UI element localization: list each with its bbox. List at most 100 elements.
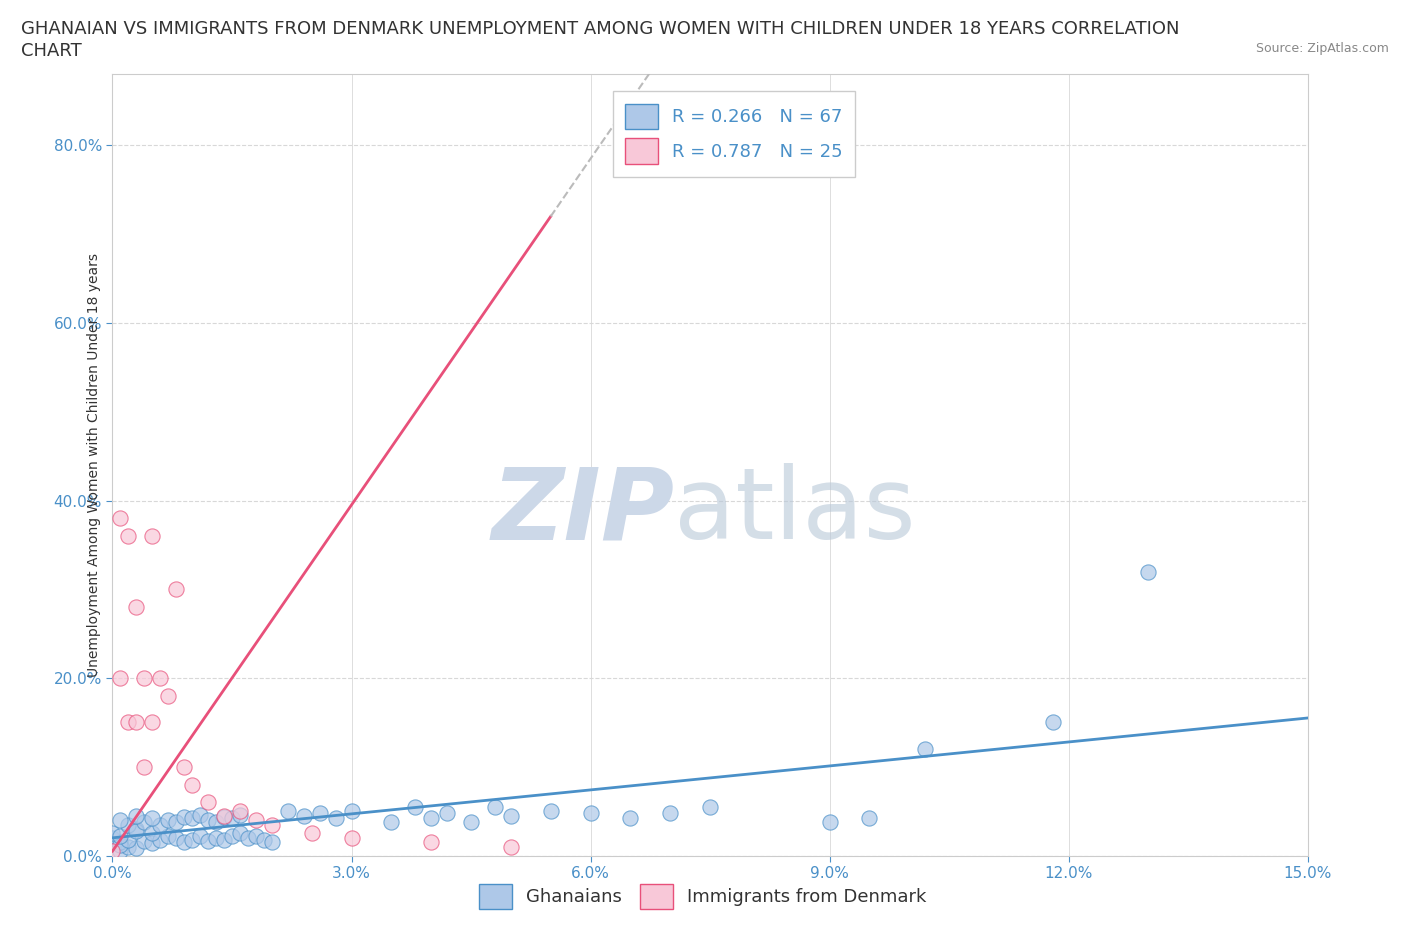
Point xyxy=(181,777,204,792)
Point xyxy=(141,836,163,851)
Point xyxy=(197,834,219,849)
Text: atlas: atlas xyxy=(675,463,915,561)
Point xyxy=(212,809,235,824)
Point xyxy=(117,715,139,730)
Point xyxy=(436,805,458,820)
Point xyxy=(165,582,187,597)
Point xyxy=(134,760,156,775)
Point xyxy=(340,830,363,845)
Text: CHART: CHART xyxy=(21,42,82,60)
Point xyxy=(110,511,132,525)
Point xyxy=(499,808,522,823)
Point xyxy=(181,832,204,847)
Point xyxy=(253,832,276,847)
Point xyxy=(165,830,187,845)
Point xyxy=(188,807,211,822)
Point xyxy=(277,804,299,818)
Point xyxy=(173,835,195,850)
Point xyxy=(110,835,132,850)
Point xyxy=(540,804,562,818)
Point xyxy=(134,671,156,685)
Point xyxy=(205,815,228,830)
Point xyxy=(659,805,682,820)
Point xyxy=(157,829,180,844)
Point xyxy=(308,805,330,820)
Point xyxy=(197,795,219,810)
Point xyxy=(221,829,243,844)
Point xyxy=(110,813,132,828)
Point xyxy=(125,715,148,730)
Point xyxy=(245,813,267,828)
Legend: R = 0.266   N = 67, R = 0.787   N = 25: R = 0.266 N = 67, R = 0.787 N = 25 xyxy=(613,91,855,177)
Point xyxy=(149,817,172,832)
Text: GHANAIAN VS IMMIGRANTS FROM DENMARK UNEMPLOYMENT AMONG WOMEN WITH CHILDREN UNDER: GHANAIAN VS IMMIGRANTS FROM DENMARK UNEM… xyxy=(21,20,1180,38)
Point xyxy=(125,823,148,838)
Point xyxy=(340,804,363,818)
Point xyxy=(110,838,132,853)
Point xyxy=(157,688,180,703)
Point xyxy=(110,844,132,858)
Point xyxy=(117,528,139,543)
Point xyxy=(165,815,187,830)
Point xyxy=(212,808,235,823)
Point xyxy=(117,817,139,832)
Point xyxy=(101,844,124,858)
Point xyxy=(125,841,148,856)
Point xyxy=(141,826,163,841)
Point xyxy=(245,829,267,844)
Text: Source: ZipAtlas.com: Source: ZipAtlas.com xyxy=(1256,42,1389,55)
Point xyxy=(173,809,195,824)
Point xyxy=(149,832,172,847)
Point xyxy=(914,741,936,756)
Point xyxy=(149,671,172,685)
Point xyxy=(619,811,641,826)
Point xyxy=(125,821,148,836)
Point xyxy=(260,835,283,850)
Point xyxy=(181,811,204,826)
Text: ZIP: ZIP xyxy=(491,463,675,561)
Point xyxy=(125,808,148,823)
Point xyxy=(229,804,252,818)
Point xyxy=(236,830,259,845)
Point xyxy=(134,834,156,849)
Point xyxy=(229,826,252,841)
Point xyxy=(117,839,139,854)
Point xyxy=(101,826,124,841)
Point xyxy=(125,600,148,615)
Y-axis label: Unemployment Among Women with Children Under 18 years: Unemployment Among Women with Children U… xyxy=(87,253,101,677)
Point xyxy=(404,800,426,815)
Point xyxy=(460,815,482,830)
Point xyxy=(229,807,252,822)
Point xyxy=(141,528,163,543)
Point xyxy=(197,813,219,828)
Point xyxy=(325,811,347,826)
Point xyxy=(260,817,283,832)
Point xyxy=(579,805,602,820)
Point xyxy=(221,811,243,826)
Point xyxy=(110,829,132,844)
Point xyxy=(499,839,522,854)
Point xyxy=(117,832,139,847)
Point xyxy=(212,832,235,847)
Legend: Ghanaians, Immigrants from Denmark: Ghanaians, Immigrants from Denmark xyxy=(472,876,934,916)
Point xyxy=(205,830,228,845)
Point xyxy=(188,829,211,844)
Point xyxy=(157,813,180,828)
Point xyxy=(141,715,163,730)
Point xyxy=(173,760,195,775)
Point xyxy=(420,811,443,826)
Point xyxy=(818,815,841,830)
Point xyxy=(380,815,402,830)
Point xyxy=(1137,565,1160,579)
Point xyxy=(484,800,506,815)
Point xyxy=(101,830,124,845)
Point xyxy=(301,826,323,841)
Point xyxy=(141,811,163,826)
Point xyxy=(699,800,721,815)
Point xyxy=(110,671,132,685)
Point xyxy=(292,808,315,823)
Point xyxy=(1042,715,1064,730)
Point xyxy=(134,815,156,830)
Point xyxy=(858,811,880,826)
Point xyxy=(420,835,443,850)
